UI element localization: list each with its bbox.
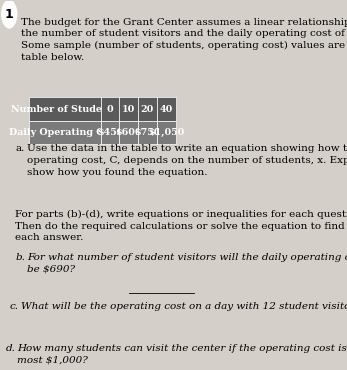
FancyBboxPatch shape [157, 121, 176, 144]
Text: Use the data in the table to write an equation showing how the
operating cost, C: Use the data in the table to write an eq… [27, 144, 347, 177]
Text: c.: c. [9, 302, 18, 311]
Text: $600: $600 [116, 128, 142, 137]
Text: 20: 20 [141, 105, 154, 114]
Text: b.: b. [15, 253, 25, 262]
FancyBboxPatch shape [157, 97, 176, 121]
Text: The budget for the Grant Center assumes a linear relationship between
the number: The budget for the Grant Center assumes … [21, 18, 347, 62]
Text: Daily Operating Cost: Daily Operating Cost [9, 128, 120, 137]
FancyBboxPatch shape [29, 97, 101, 121]
Text: Number of Students: Number of Students [11, 105, 119, 114]
Text: 10: 10 [122, 105, 135, 114]
FancyBboxPatch shape [138, 121, 157, 144]
Text: $1,050: $1,050 [149, 128, 185, 137]
FancyBboxPatch shape [29, 121, 101, 144]
Text: a.: a. [15, 144, 25, 154]
Text: What will be the operating cost on a day with 12 student visitors?: What will be the operating cost on a day… [21, 302, 347, 311]
Text: 40: 40 [160, 105, 173, 114]
Circle shape [2, 0, 17, 28]
FancyBboxPatch shape [101, 97, 119, 121]
FancyBboxPatch shape [119, 97, 138, 121]
Text: d.: d. [5, 344, 15, 353]
Text: How many students can visit the center if the operating cost is to be at
most $1: How many students can visit the center i… [17, 344, 347, 364]
Text: 1: 1 [5, 7, 14, 21]
FancyBboxPatch shape [138, 97, 157, 121]
Text: 0: 0 [107, 105, 113, 114]
FancyBboxPatch shape [119, 121, 138, 144]
Text: $750: $750 [134, 128, 161, 137]
Text: $450: $450 [97, 128, 123, 137]
FancyBboxPatch shape [101, 121, 119, 144]
Text: For what number of student visitors will the daily operating cost
be $690?: For what number of student visitors will… [27, 253, 347, 274]
Text: For parts (b)-(d), write equations or inequalities for each question.
Then do th: For parts (b)-(d), write equations or in… [15, 209, 347, 242]
